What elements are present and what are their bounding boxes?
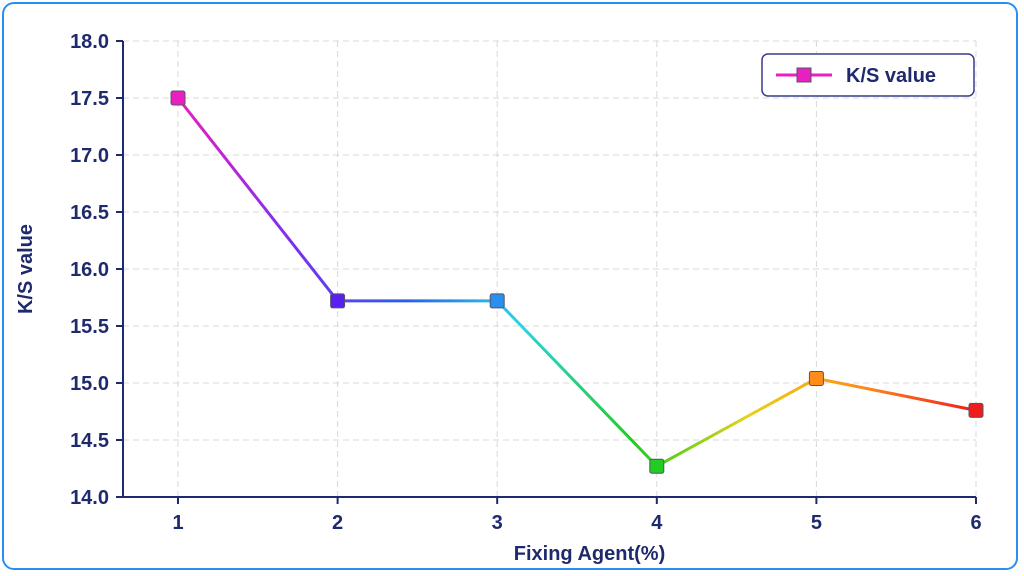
- y-tick-label: 17.5: [70, 88, 109, 110]
- y-tick-label: 18.0: [70, 31, 109, 53]
- legend-entry-k-s-value: K/S value: [846, 65, 936, 87]
- y-tick-label: 14.0: [70, 487, 109, 509]
- legend-box: [761, 53, 975, 97]
- y-tick-label: 16.5: [70, 202, 109, 224]
- x-axis-title: Fixing Agent(%): [514, 543, 665, 565]
- series-line: [176, 97, 977, 468]
- x-tick-label: 3: [492, 512, 503, 534]
- x-axis-ticks: 1 2 3 4 5 6: [172, 497, 982, 534]
- legend: K/S value: [761, 53, 975, 97]
- data-point: [649, 458, 665, 474]
- y-tick-label: 17.0: [70, 145, 109, 167]
- data-point: [808, 370, 824, 386]
- y-tick-label: 15.0: [70, 373, 109, 395]
- grid-lines: [123, 40, 977, 497]
- x-tick-label: 2: [332, 512, 343, 534]
- data-point: [330, 293, 346, 309]
- y-tick-label: 16.0: [70, 259, 109, 281]
- x-tick-label: 4: [651, 512, 663, 534]
- data-point: [489, 293, 505, 309]
- y-tick-label: 14.5: [70, 430, 109, 452]
- y-tick-label: 15.5: [70, 316, 109, 338]
- data-point: [968, 402, 984, 418]
- y-axis-title: K/S value: [15, 224, 37, 314]
- x-tick-label: 1: [172, 512, 183, 534]
- y-axis-ticks: 14.0 14.5 15.0 15.5 16.0 16.5 17.0 17.5 18.0: [70, 31, 123, 509]
- series-k-s-value: [170, 90, 984, 474]
- x-tick-label: 5: [811, 512, 822, 534]
- legend-marker: [796, 67, 812, 83]
- x-tick-label: 6: [970, 512, 981, 534]
- data-point: [170, 90, 186, 106]
